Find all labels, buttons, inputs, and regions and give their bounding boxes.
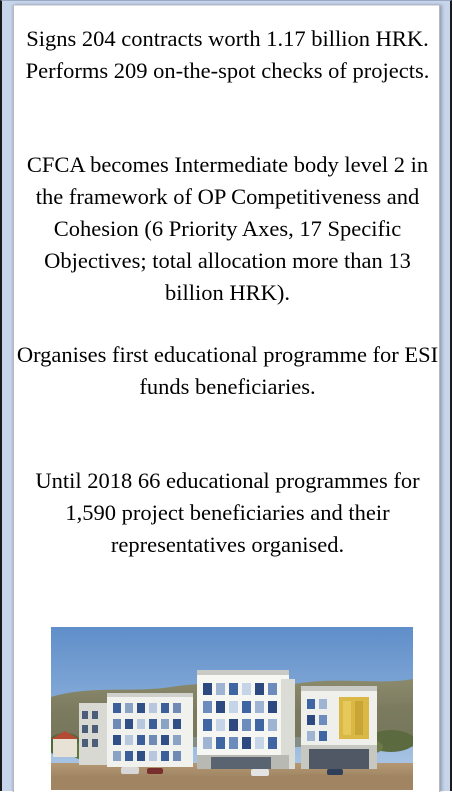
paragraph-first-programme: Organises first educational programme fo…	[16, 342, 439, 399]
paragraph-educational-programmes: Until 2018 66 educational programmes for…	[35, 468, 420, 557]
paragraph-contracts: Signs 204 contracts worth 1.17 billion H…	[25, 26, 430, 83]
paragraph-intermediate-body: CFCA becomes Intermediate body level 2 i…	[26, 152, 429, 305]
building-photo	[51, 627, 413, 790]
